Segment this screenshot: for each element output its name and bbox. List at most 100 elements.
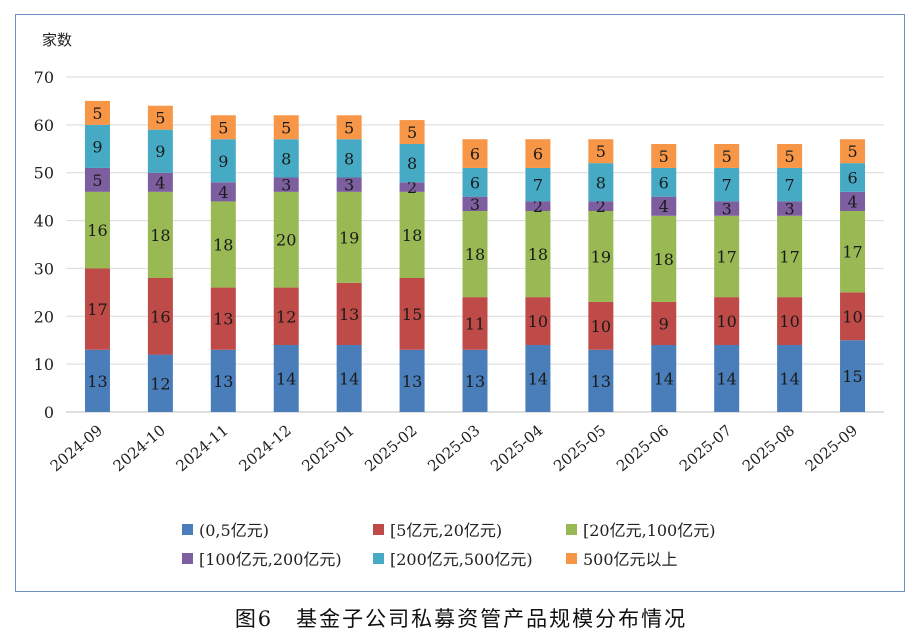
x-tick-label: 2025-07 [676, 421, 735, 475]
data-label: 3 [344, 176, 354, 195]
bar-segment [84, 167, 110, 192]
data-label: 10 [591, 317, 611, 336]
bar-segment [525, 211, 551, 298]
data-label: 5 [785, 147, 795, 166]
data-label: 20 [276, 231, 296, 250]
bar-segment [714, 345, 740, 412]
x-tick-label: 2025-06 [613, 421, 672, 475]
bar-segment [336, 345, 362, 412]
data-label: 9 [218, 152, 228, 171]
bar-segment [210, 287, 236, 350]
bar-segment [588, 201, 614, 211]
bar-segment [336, 177, 362, 192]
data-label: 2 [533, 197, 543, 216]
bar-segment [840, 340, 866, 412]
data-label: 3 [785, 200, 795, 219]
data-label: 5 [722, 147, 732, 166]
bar-segment [651, 301, 677, 345]
bar-segment [462, 139, 488, 168]
data-label: 2 [407, 178, 417, 197]
data-label: 17 [779, 247, 799, 266]
bar-segment [399, 182, 425, 192]
x-tick-label: 2024-11 [173, 421, 232, 475]
x-tick-label: 2025-03 [424, 421, 483, 475]
data-label: 10 [717, 312, 737, 331]
bar-segment [714, 144, 740, 168]
y-tick-label: 0 [44, 403, 54, 422]
bar-segment [777, 167, 803, 202]
bar-segment [840, 292, 866, 341]
bar-segment [336, 282, 362, 345]
data-label: 8 [344, 149, 354, 168]
legend-swatch [566, 553, 577, 564]
bar-segment [84, 124, 110, 168]
bar-segment [147, 105, 173, 130]
bar-segment [777, 144, 803, 168]
bar-segment [399, 349, 425, 412]
bar-segment [651, 215, 677, 302]
x-tick-label: 2025-05 [550, 421, 609, 475]
data-label: 4 [218, 183, 228, 202]
y-tick-label: 50 [34, 164, 54, 183]
data-label: 10 [528, 312, 548, 331]
data-label: 14 [276, 370, 296, 389]
data-label: 5 [155, 109, 165, 128]
bar-segment [525, 139, 551, 168]
bar-segment [651, 144, 677, 168]
legend-label: (0,5亿元) [199, 521, 269, 540]
x-tick-label: 2025-02 [361, 421, 420, 475]
x-tick-label: 2024-09 [47, 421, 106, 475]
legend-swatch [566, 524, 577, 535]
bar-segment [336, 139, 362, 178]
bar-segment [525, 201, 551, 211]
bar-segment [588, 211, 614, 302]
bar-segment [273, 287, 299, 345]
bar-segment [210, 201, 236, 288]
y-tick-label: 40 [34, 212, 54, 231]
bar-segment [840, 191, 866, 211]
bar-segment [840, 163, 866, 192]
data-label: 8 [407, 154, 417, 173]
legend-label: [200亿元,500亿元) [390, 550, 533, 569]
bar-segment [588, 163, 614, 202]
bar-segment [84, 268, 110, 350]
bar-segment [714, 297, 740, 345]
data-label: 16 [87, 221, 107, 240]
legend-label: [5亿元,20亿元) [390, 521, 502, 540]
bar-segment [651, 196, 677, 216]
x-tick-label: 2025-09 [802, 421, 861, 475]
data-label: 18 [213, 236, 233, 255]
bar-segment [399, 191, 425, 278]
bar-segment [84, 191, 110, 269]
x-tick-label: 2024-12 [235, 421, 294, 475]
bar-segment [588, 139, 614, 164]
data-label: 5 [659, 147, 669, 166]
y-axis-label: 家数 [42, 31, 72, 49]
bar-segment [399, 278, 425, 350]
figure-caption: 图6 基金子公司私募资管产品规模分布情况 [234, 607, 688, 631]
data-label: 16 [150, 307, 170, 326]
data-label: 5 [344, 118, 354, 137]
data-label: 3 [281, 176, 291, 195]
data-label: 17 [87, 300, 107, 319]
data-label: 15 [842, 367, 862, 386]
bar-segment [525, 167, 551, 202]
data-label: 6 [470, 145, 480, 164]
data-label: 11 [465, 314, 485, 333]
legend-label: [100亿元,200亿元) [199, 550, 342, 569]
bar-segment [462, 211, 488, 298]
x-tick-label: 2025-04 [487, 421, 546, 475]
legend-swatch [182, 524, 193, 535]
y-tick-label: 10 [34, 355, 54, 374]
data-label: 4 [847, 192, 857, 211]
data-label: 3 [470, 195, 480, 214]
data-label: 3 [722, 200, 732, 219]
data-label: 7 [722, 176, 732, 195]
data-label: 9 [92, 137, 102, 156]
data-label: 10 [842, 307, 862, 326]
data-label: 9 [155, 142, 165, 161]
data-label: 14 [779, 370, 799, 389]
bar-segment [777, 215, 803, 298]
bar-segment [147, 354, 173, 412]
